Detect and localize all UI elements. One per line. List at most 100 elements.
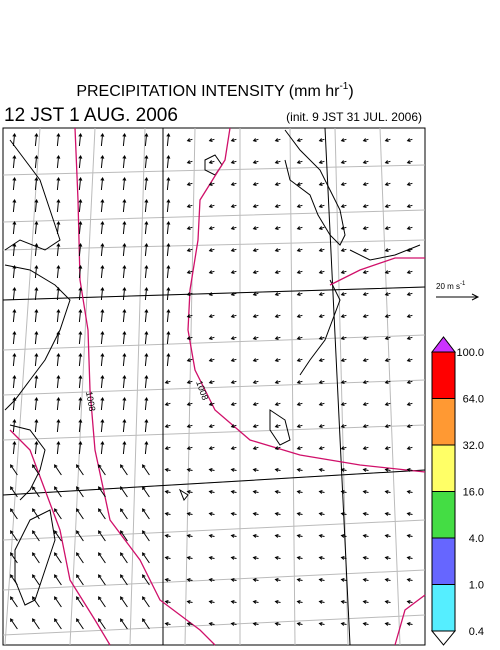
wind-arrow <box>32 486 40 498</box>
wind-arrow <box>186 248 193 252</box>
wind-arrow <box>122 265 127 279</box>
wind-arrow <box>252 490 259 494</box>
wind-arrow <box>54 530 62 542</box>
wind-arrow <box>100 441 105 455</box>
wind-arrow <box>384 336 391 340</box>
wind-arrow <box>274 402 281 406</box>
colorbar-segment <box>431 491 456 539</box>
wind-arrow <box>384 292 391 296</box>
wind-arrow <box>208 402 215 406</box>
wind-arrow <box>208 138 215 142</box>
wind-arrow <box>32 596 40 608</box>
wind-arrow <box>144 287 149 301</box>
wind-arrow <box>252 248 259 252</box>
wind-arrow <box>54 508 62 520</box>
wind-arrow <box>274 556 281 560</box>
wind-arrow <box>230 534 237 538</box>
wind-arrow <box>164 600 171 604</box>
wind-arrow <box>362 380 369 384</box>
wind-arrow <box>144 177 149 191</box>
wind-arrow <box>144 199 149 213</box>
colorbar-under <box>430 630 457 646</box>
wind-arrow <box>12 243 17 257</box>
wind-arrow <box>318 182 325 186</box>
wind-arrow <box>78 155 83 169</box>
wind-arrow <box>252 402 259 406</box>
wind-arrow <box>384 204 391 208</box>
wind-arrow <box>142 464 150 476</box>
wind-arrow <box>186 578 193 582</box>
wind-arrow <box>318 292 325 296</box>
wind-arrow <box>384 402 391 406</box>
wind-arrow <box>186 160 193 164</box>
wind-arrow <box>100 375 105 389</box>
wind-arrow <box>166 199 171 213</box>
wind-arrow <box>120 618 128 630</box>
wind-arrow <box>76 552 84 564</box>
wind-arrow <box>384 578 391 582</box>
wind-arrow <box>406 402 413 406</box>
wind-arrow <box>186 204 193 208</box>
wind-arrow <box>122 177 127 191</box>
wind-arrow <box>340 182 347 186</box>
wind-arrow <box>296 468 303 472</box>
wind-arrow <box>56 155 61 169</box>
wind-arrow <box>230 622 237 626</box>
wind-arrow <box>142 574 150 586</box>
wind-arrow <box>362 600 369 604</box>
wind-arrow <box>164 622 171 626</box>
wind-arrow <box>406 600 413 604</box>
wind-arrow <box>230 578 237 582</box>
wind-arrow <box>76 486 84 498</box>
wind-arrow <box>10 574 18 586</box>
colorbar-label: 100.0 <box>456 347 484 359</box>
wind-arrow <box>56 265 61 279</box>
wind-arrow <box>230 314 237 318</box>
wind-arrow <box>230 446 237 450</box>
wind-arrow <box>34 177 39 191</box>
wind-arrow <box>362 182 369 186</box>
wind-arrow <box>34 397 39 411</box>
wind-arrow <box>12 375 17 389</box>
wind-arrow <box>122 441 127 455</box>
wind-arrow <box>122 199 127 213</box>
wind-arrow <box>166 243 171 257</box>
wind-arrow <box>406 182 413 186</box>
wind-arrow <box>122 397 127 411</box>
wind-arrow <box>252 182 259 186</box>
wind-arrow <box>406 380 413 384</box>
wind-arrow <box>54 574 62 586</box>
wind-arrow <box>406 270 413 274</box>
wind-arrow <box>340 424 347 428</box>
wind-arrow <box>384 358 391 362</box>
wind-arrow <box>274 138 281 142</box>
wind-arrow <box>208 424 215 428</box>
wind-arrow <box>166 221 171 235</box>
wind-arrow <box>100 133 105 147</box>
wind-arrow <box>186 270 193 274</box>
wind-arrow <box>100 353 105 367</box>
wind-arrow <box>384 424 391 428</box>
wind-arrow <box>120 486 128 498</box>
wind-arrow <box>296 534 303 538</box>
wind-arrow <box>230 600 237 604</box>
wind-arrow <box>100 221 105 235</box>
wind-arrow <box>384 270 391 274</box>
wind-arrow <box>34 441 39 455</box>
wind-arrow <box>406 578 413 582</box>
wind-arrow <box>362 578 369 582</box>
wind-arrow <box>230 512 237 516</box>
wind-arrow <box>230 424 237 428</box>
wind-arrow <box>252 292 259 296</box>
wind-arrow <box>56 221 61 235</box>
wind-arrow <box>296 314 303 318</box>
wind-arrow <box>144 419 149 433</box>
wind-arrow <box>296 138 303 142</box>
wind-arrow <box>10 618 18 630</box>
colorbar-segment <box>431 537 456 585</box>
wind-arrow <box>78 441 83 455</box>
wind-arrow <box>340 380 347 384</box>
wind-arrow <box>362 204 369 208</box>
wind-arrow <box>274 424 281 428</box>
wind-arrow <box>122 375 127 389</box>
